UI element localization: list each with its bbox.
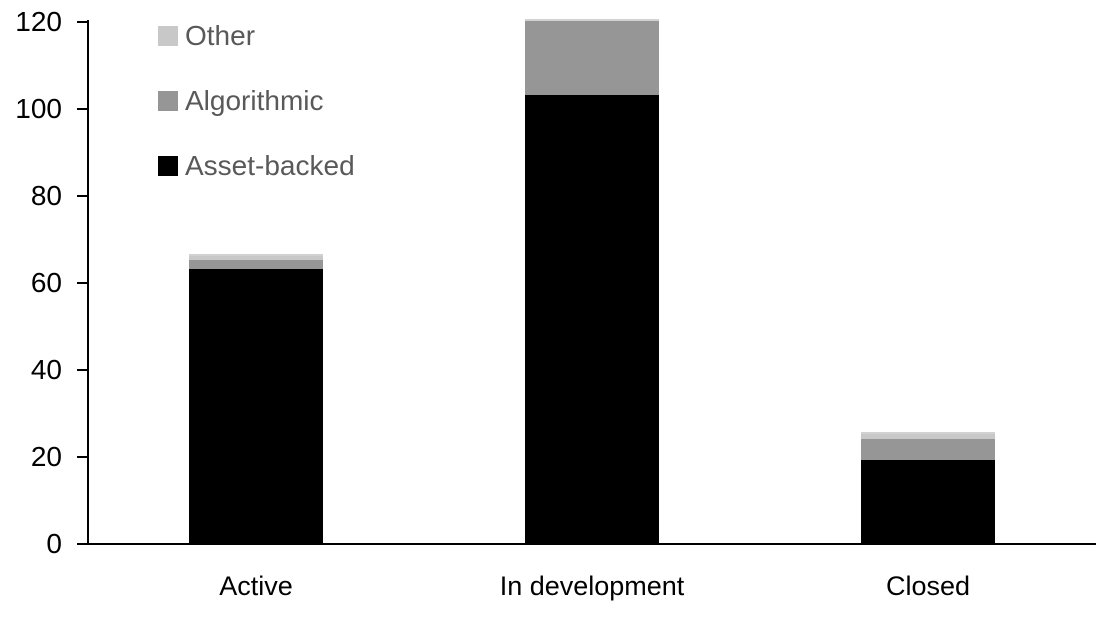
bar-segment-other xyxy=(861,434,995,439)
bar-top-edge xyxy=(861,432,995,435)
bar-top-edge xyxy=(525,19,659,22)
legend-label: Other xyxy=(185,20,256,51)
bar-segment-asset-backed xyxy=(189,268,323,543)
y-axis-tick-label: 80 xyxy=(30,180,62,211)
y-axis-tick xyxy=(77,543,88,545)
y-axis-tick-label: 40 xyxy=(30,354,62,385)
legend-item-other: Other xyxy=(158,18,255,54)
y-axis-tick xyxy=(77,195,88,197)
x-axis-label-closed: Closed xyxy=(885,571,971,601)
y-axis-tick-label: 100 xyxy=(15,93,62,124)
bar-top-edge xyxy=(189,253,323,256)
legend-label: Algorithmic xyxy=(185,85,324,116)
legend-label: Asset-backed xyxy=(185,150,355,181)
y-axis-line xyxy=(87,20,89,545)
y-axis-tick-label: 120 xyxy=(15,6,62,37)
y-axis-tick xyxy=(77,21,88,23)
y-axis-tick xyxy=(77,456,88,458)
legend-item-algorithmic: Algorithmic xyxy=(158,83,323,119)
bar-segment-asset-backed xyxy=(525,94,659,543)
y-axis-tick xyxy=(77,369,88,371)
x-axis-label-in-development: In development xyxy=(499,571,685,601)
legend-swatch-icon xyxy=(158,156,178,176)
x-axis-label-active: Active xyxy=(219,571,293,601)
bar-active xyxy=(189,253,323,543)
legend-item-asset-backed: Asset-backed xyxy=(158,148,355,184)
bar-segment-algorithmic xyxy=(861,438,995,461)
y-axis-tick-label: 20 xyxy=(30,441,62,472)
y-axis-tick-label: 0 xyxy=(46,528,62,559)
legend-swatch-icon xyxy=(158,26,178,46)
bar-segment-other xyxy=(189,255,323,261)
y-axis-tick xyxy=(77,108,88,110)
bar-segment-algorithmic xyxy=(189,260,323,269)
bar-segment-algorithmic xyxy=(525,21,659,95)
bar-closed xyxy=(861,432,995,543)
y-axis-tick-label: 60 xyxy=(30,267,62,298)
x-axis-line xyxy=(87,543,1096,545)
bar-in-development xyxy=(525,19,659,543)
legend-swatch-icon xyxy=(158,91,178,111)
y-axis-tick xyxy=(77,282,88,284)
bar-segment-asset-backed xyxy=(861,460,995,543)
